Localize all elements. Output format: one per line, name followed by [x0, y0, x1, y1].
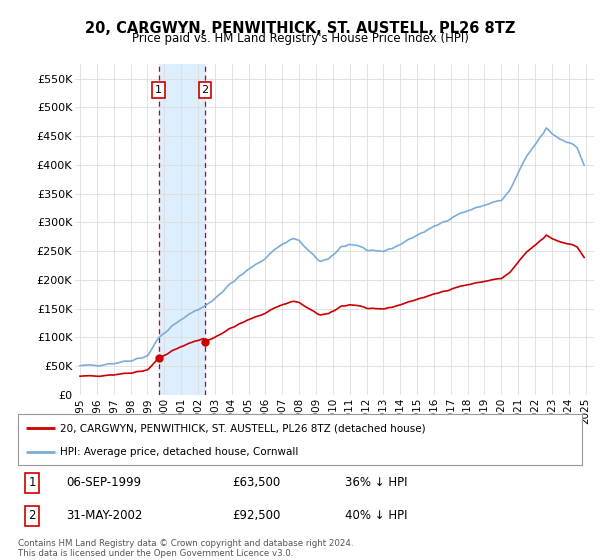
Text: 1: 1 [28, 477, 36, 489]
Text: 20, CARGWYN, PENWITHICK, ST. AUSTELL, PL26 8TZ: 20, CARGWYN, PENWITHICK, ST. AUSTELL, PL… [85, 21, 515, 36]
Text: Price paid vs. HM Land Registry's House Price Index (HPI): Price paid vs. HM Land Registry's House … [131, 32, 469, 45]
Text: 20, CARGWYN, PENWITHICK, ST. AUSTELL, PL26 8TZ (detached house): 20, CARGWYN, PENWITHICK, ST. AUSTELL, PL… [60, 423, 426, 433]
Text: 2: 2 [202, 85, 208, 95]
Text: HPI: Average price, detached house, Cornwall: HPI: Average price, detached house, Corn… [60, 447, 299, 457]
Text: £63,500: £63,500 [232, 477, 281, 489]
Text: £92,500: £92,500 [232, 510, 281, 522]
Bar [159, 64, 205, 395]
Text: Contains HM Land Registry data © Crown copyright and database right 2024.
This d: Contains HM Land Registry data © Crown c… [18, 539, 353, 558]
Text: 31-MAY-2002: 31-MAY-2002 [66, 510, 142, 522]
Text: 2: 2 [28, 510, 36, 522]
Text: 06-SEP-1999: 06-SEP-1999 [66, 477, 141, 489]
Text: 40% ↓ HPI: 40% ↓ HPI [345, 510, 407, 522]
Text: 1: 1 [155, 85, 162, 95]
Text: 36% ↓ HPI: 36% ↓ HPI [345, 477, 407, 489]
